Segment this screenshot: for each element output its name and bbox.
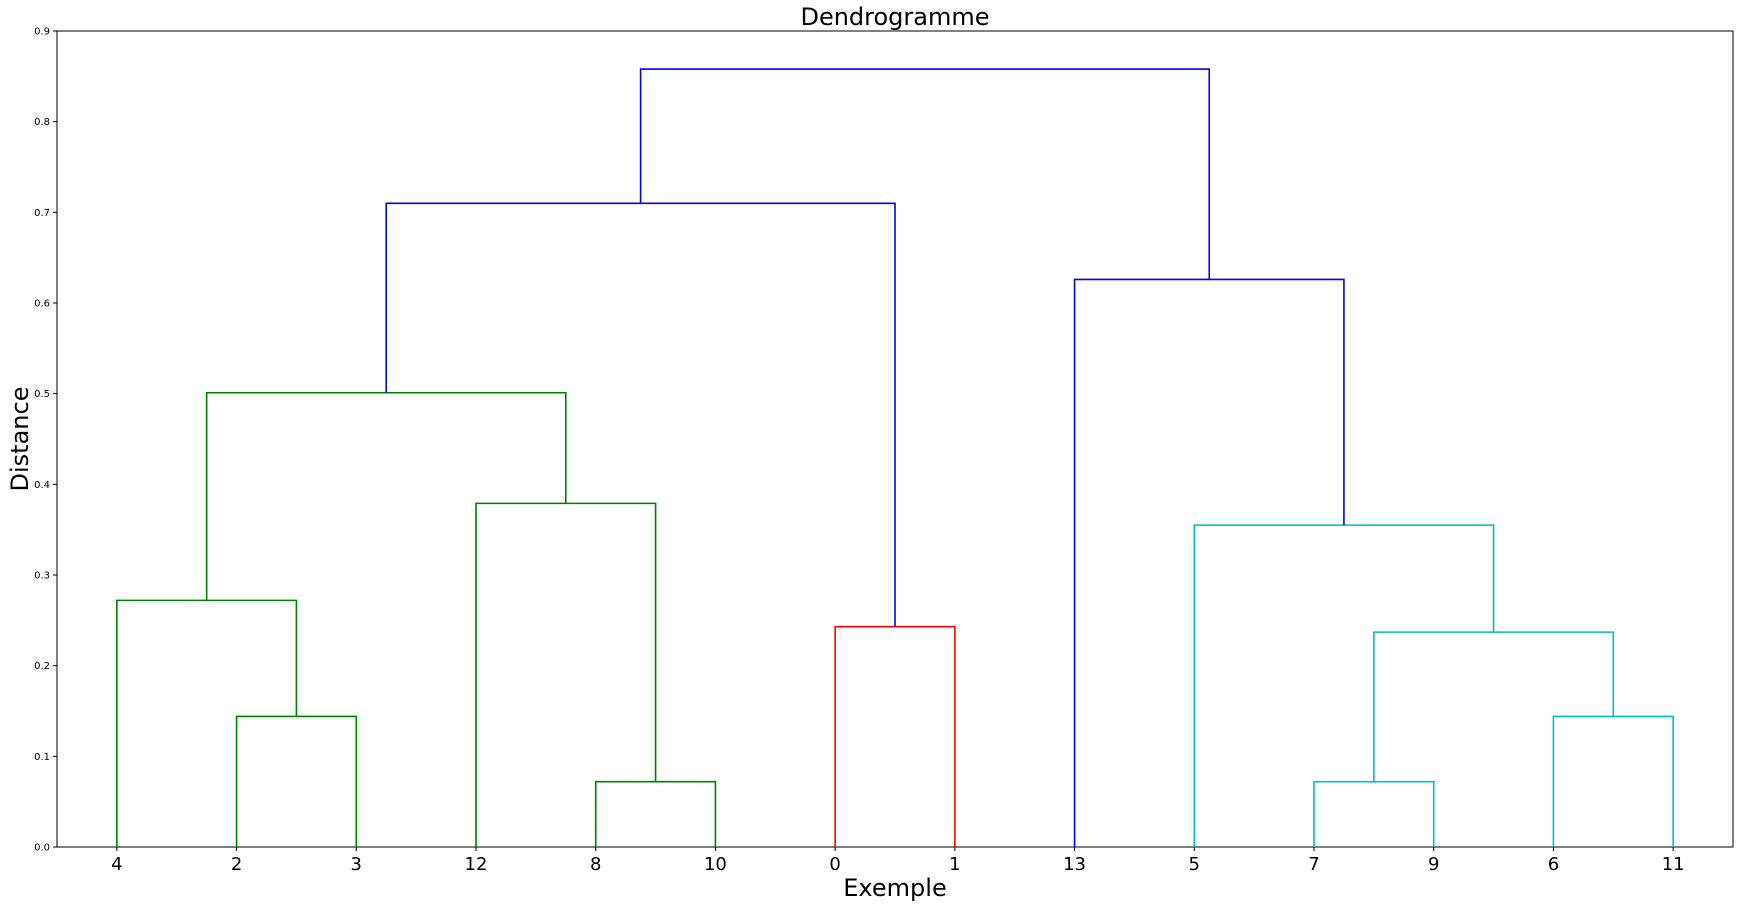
leaf-label: 1 <box>949 854 960 875</box>
y-axis-label: Distance <box>6 387 34 492</box>
dendrogram-link-4 <box>205 391 567 601</box>
y-tick-label: 0.3 <box>34 571 50 582</box>
y-tick-label: 0.7 <box>34 208 50 219</box>
dendrogram-link-11 <box>385 202 896 627</box>
x-axis-ticks: 4 2 3 12 8 10 0 1 13 5 7 9 6 11 <box>111 847 1685 875</box>
x-axis-label: Exemple <box>843 874 946 902</box>
plot-area-frame <box>56 30 1734 848</box>
leaf-label: 2 <box>231 854 242 875</box>
y-tick-label: 0.9 <box>34 27 50 38</box>
dendrogram-link-8 <box>1373 631 1615 782</box>
leaf-label: 11 <box>1662 854 1685 875</box>
leaf-label: 6 <box>1548 854 1559 875</box>
dendrogram-link-2 <box>594 780 717 847</box>
leaf-label: 12 <box>465 854 488 875</box>
leaf-label: 3 <box>351 854 362 875</box>
dendrogram-links <box>116 68 1674 847</box>
dendrogram-link-7 <box>1552 715 1674 847</box>
dendrogram-link-3 <box>475 502 657 847</box>
leaf-label: 13 <box>1063 854 1086 875</box>
dendrogram-link-12 <box>639 68 1211 280</box>
chart-title: Dendrogramme <box>800 3 989 31</box>
leaf-label: 5 <box>1189 854 1200 875</box>
y-tick-label: 0.8 <box>34 117 50 128</box>
y-tick-label: 0.2 <box>34 661 50 672</box>
y-tick-label: 0.0 <box>34 843 50 854</box>
dendrogram-link-6 <box>1313 780 1435 847</box>
dendrogram-link-1 <box>116 599 298 847</box>
dendrogram-link-10 <box>1073 278 1345 847</box>
dendrogram-link-5 <box>834 625 956 847</box>
leaf-label: 7 <box>1308 854 1319 875</box>
leaf-label: 4 <box>111 854 122 875</box>
y-tick-label: 0.1 <box>34 752 50 763</box>
leaf-label: 9 <box>1428 854 1439 875</box>
dendrogram-link-9 <box>1193 524 1495 847</box>
leaf-label: 0 <box>829 854 840 875</box>
leaf-label: 10 <box>704 854 727 875</box>
y-tick-label: 0.5 <box>34 389 50 400</box>
y-tick-label: 0.6 <box>34 299 50 310</box>
dendrogram-link-0 <box>235 715 358 847</box>
y-tick-label: 0.4 <box>34 480 50 491</box>
leaf-label: 8 <box>590 854 601 875</box>
y-axis-ticks: 0.0 0.1 0.2 0.3 0.4 0.5 0.6 0.7 0.8 0.9 <box>34 27 57 854</box>
